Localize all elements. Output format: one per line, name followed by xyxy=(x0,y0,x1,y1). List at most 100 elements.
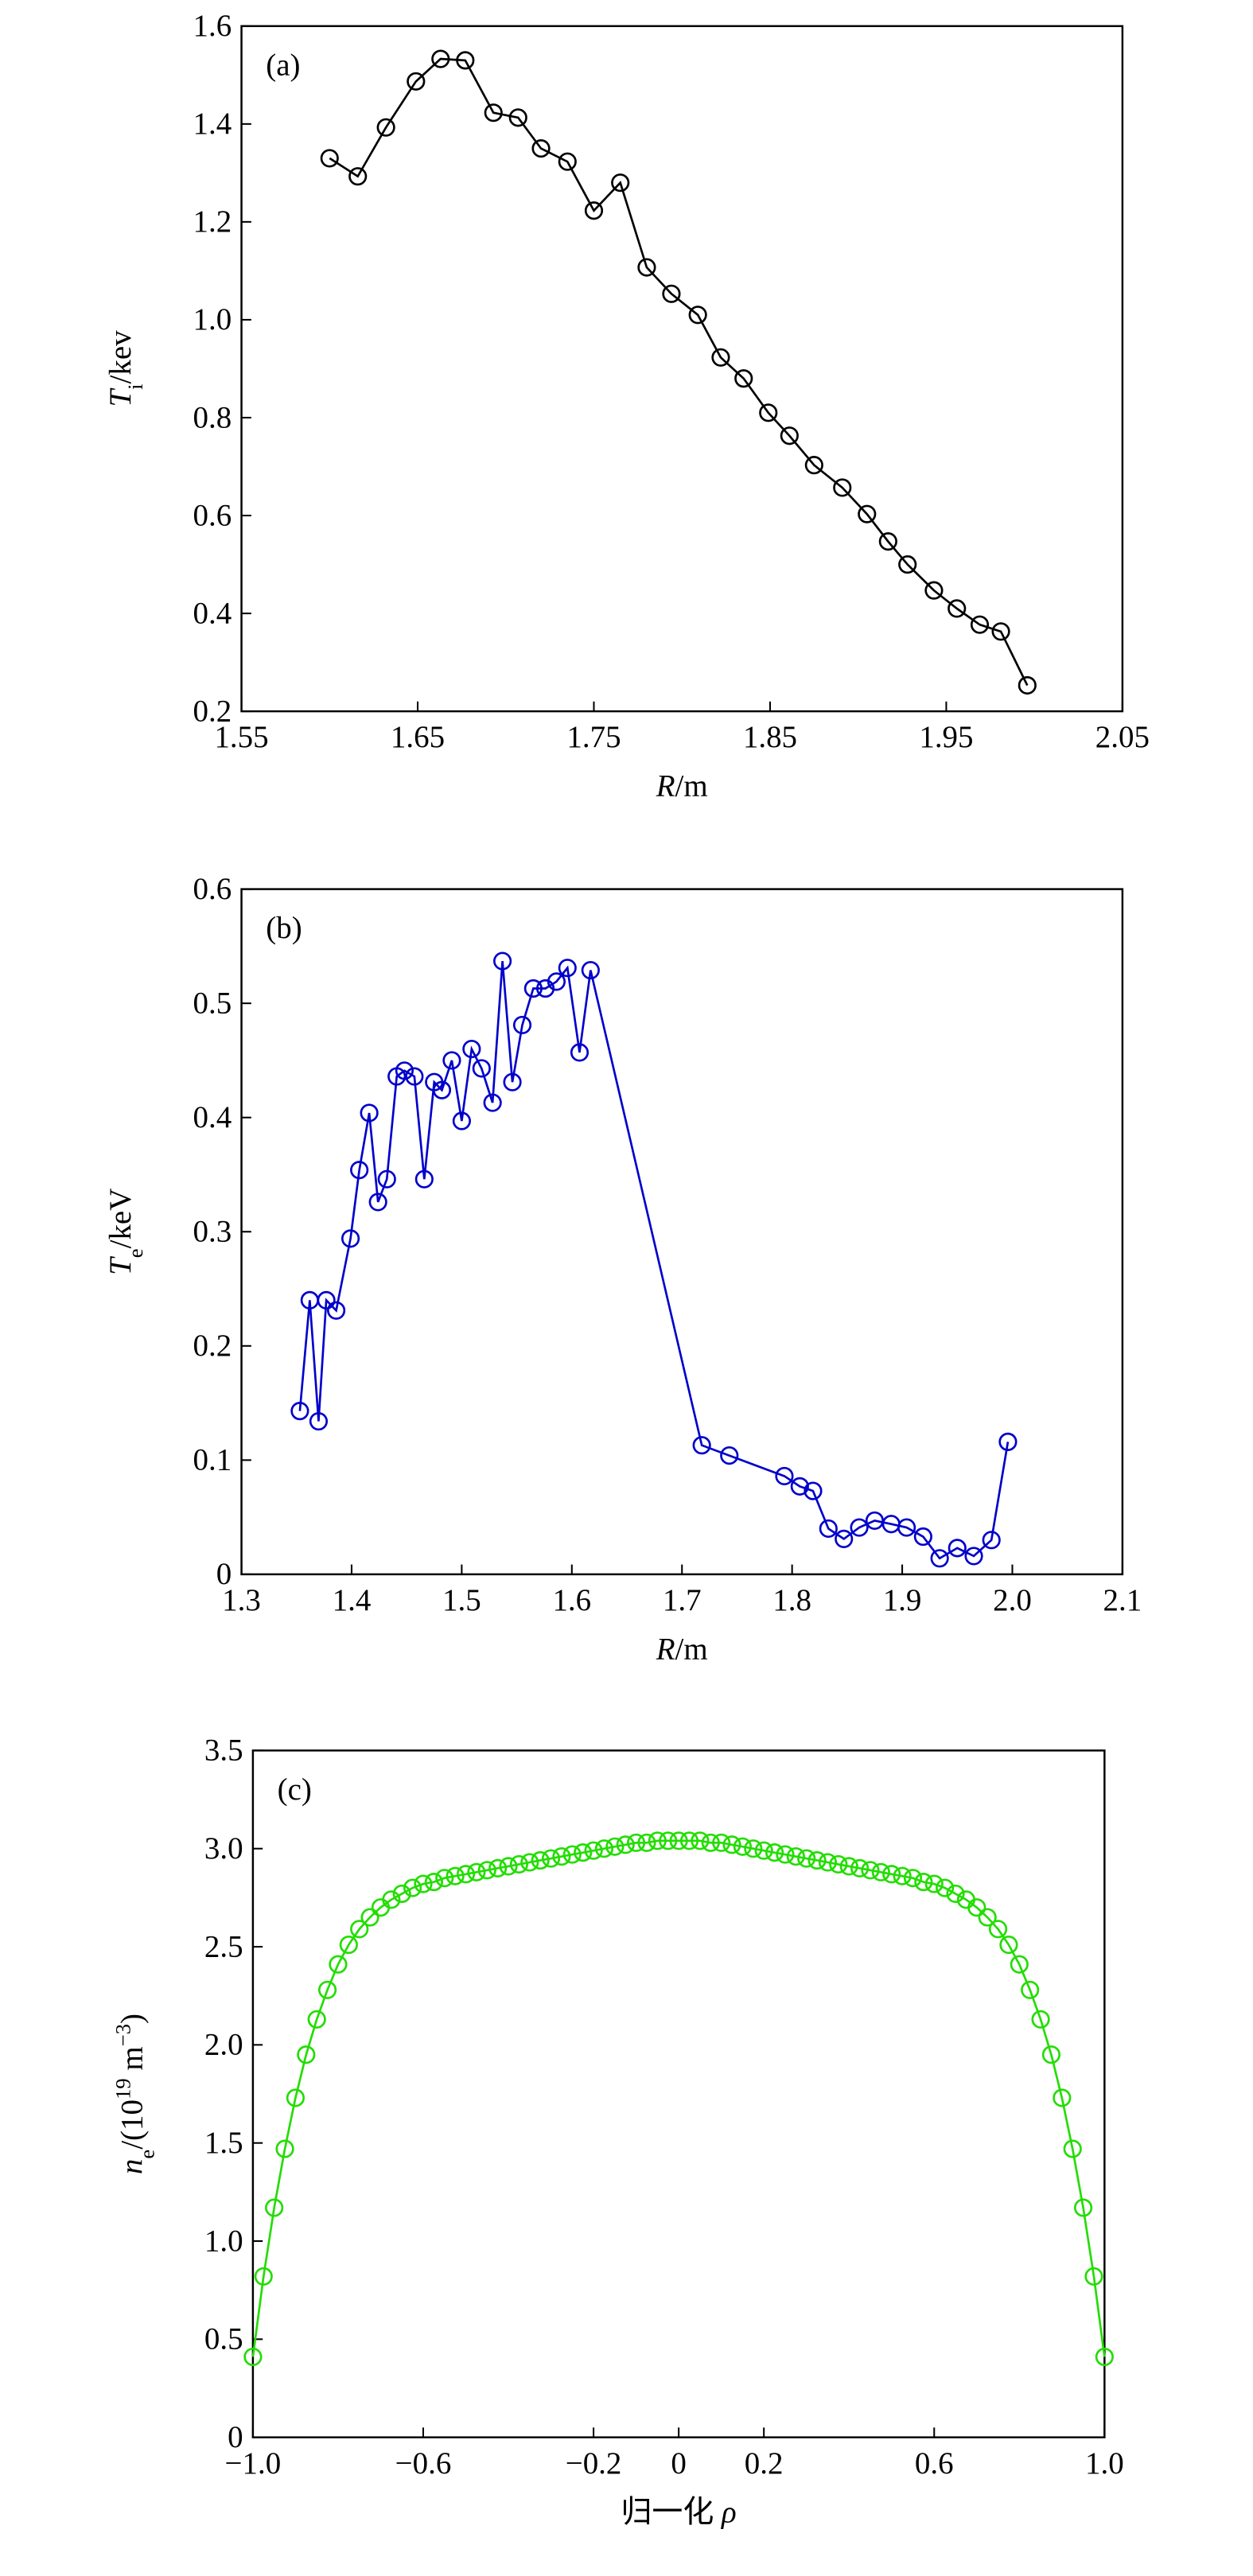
y-tick-label: 1.5 xyxy=(204,2126,243,2160)
y-tick-label: 0.1 xyxy=(193,1443,232,1477)
data-point xyxy=(913,1527,932,1547)
data-line xyxy=(329,57,1029,687)
data-point xyxy=(456,1865,476,1884)
data-point xyxy=(297,2045,316,2064)
panel-label: (a) xyxy=(266,48,300,82)
data-point xyxy=(734,369,753,388)
data-point xyxy=(392,1884,411,1904)
x-tick-label: 1.7 xyxy=(663,1583,702,1617)
x-label-part: 归一化 xyxy=(621,2495,722,2529)
y-tick-label: 0.4 xyxy=(193,596,232,630)
data-point xyxy=(861,1861,880,1880)
data-point xyxy=(988,1920,1008,1939)
data-point xyxy=(711,348,730,367)
data-point xyxy=(320,149,339,168)
data-point xyxy=(562,1845,582,1864)
data-point xyxy=(669,1831,688,1850)
data-point xyxy=(946,1884,965,1904)
data-point xyxy=(431,49,450,68)
y-label-part: e xyxy=(134,2150,158,2159)
data-point xyxy=(733,1837,752,1856)
data-point xyxy=(833,478,852,497)
data-point xyxy=(275,2139,294,2158)
data-point xyxy=(307,2010,326,2029)
x-tick-label: 1.65 xyxy=(391,720,445,754)
y-axis-label: ne/(1019 m−3) xyxy=(111,2014,158,2174)
data-point xyxy=(317,1980,337,1999)
y-label-part: ) xyxy=(115,2014,149,2024)
data-point xyxy=(999,1935,1018,1955)
y-tick-label: 1.0 xyxy=(204,2224,243,2258)
y-tick-label: 0 xyxy=(228,2420,243,2454)
data-point xyxy=(403,1878,422,1897)
data-point xyxy=(1084,2267,1103,2286)
data-point xyxy=(329,1955,348,1974)
data-point xyxy=(395,1061,414,1080)
data-point xyxy=(780,426,799,446)
data-point xyxy=(570,1043,590,1062)
data-point xyxy=(435,1869,454,1888)
data-point xyxy=(446,1866,465,1885)
data-point xyxy=(477,1861,496,1880)
data-point xyxy=(605,1837,625,1856)
data-point xyxy=(1031,2010,1050,2029)
y-label-part: T xyxy=(103,1256,138,1275)
data-point xyxy=(309,1411,329,1431)
plot-frame xyxy=(240,888,1124,1576)
y-label-part: /kev xyxy=(103,330,138,384)
data-point xyxy=(930,1549,949,1568)
y-tick-label: 1.4 xyxy=(193,107,232,141)
data-point xyxy=(744,1839,763,1858)
data-point xyxy=(964,1547,983,1566)
data-point xyxy=(648,1831,667,1850)
data-point xyxy=(818,1853,838,1872)
x-tick-label: −1.0 xyxy=(225,2446,282,2481)
data-point xyxy=(1041,2045,1061,2064)
x-tick-label: 1.9 xyxy=(883,1583,922,1617)
data-point xyxy=(722,1835,741,1854)
y-tick-label: 1.2 xyxy=(193,204,232,239)
data-point xyxy=(265,2198,284,2217)
data-point xyxy=(701,1833,720,1852)
data-point xyxy=(804,1481,823,1500)
data-point xyxy=(1021,1980,1040,1999)
y-tick-label: 2.0 xyxy=(204,2028,243,2062)
data-point xyxy=(765,1843,784,1862)
x-tick-label: 1.75 xyxy=(566,720,621,754)
data-point xyxy=(547,972,566,991)
data-point xyxy=(804,456,823,475)
data-point xyxy=(286,2088,305,2107)
data-point xyxy=(452,1111,471,1130)
y-tick-label: 2.5 xyxy=(204,1929,243,1963)
data-point xyxy=(786,1846,805,1866)
data-point xyxy=(882,1865,901,1884)
x-tick-label: 1.95 xyxy=(919,720,973,754)
data-point xyxy=(1073,2198,1093,2217)
y-label-part: m xyxy=(115,2046,149,2078)
plot-frame xyxy=(251,1749,1106,2438)
data-point xyxy=(503,1072,522,1091)
y-label-part: /(10 xyxy=(115,2099,149,2150)
y-tick-label: 0.2 xyxy=(193,1329,232,1363)
data-point xyxy=(531,1850,550,1870)
data-point xyxy=(790,1477,809,1496)
y-tick-label: 0.3 xyxy=(193,1215,232,1249)
y-tick-label: 0.8 xyxy=(193,400,232,434)
data-point xyxy=(574,1843,593,1862)
data-point xyxy=(720,1446,739,1465)
y-tick-label: 3.0 xyxy=(204,1831,243,1866)
data-point xyxy=(584,201,604,220)
data-point xyxy=(679,1831,699,1850)
data-point xyxy=(584,1841,603,1860)
x-axis-label: R/m xyxy=(656,1632,708,1667)
data-point xyxy=(493,951,512,971)
data-point xyxy=(523,979,543,998)
x-tick-label: 1.4 xyxy=(333,1583,372,1617)
data-point xyxy=(531,139,551,158)
x-tick-label: 0 xyxy=(671,2446,686,2481)
data-point xyxy=(414,1169,434,1189)
x-tick-label: −0.2 xyxy=(566,2446,622,2481)
data-point xyxy=(442,1051,461,1070)
data-point xyxy=(1095,2347,1114,2367)
